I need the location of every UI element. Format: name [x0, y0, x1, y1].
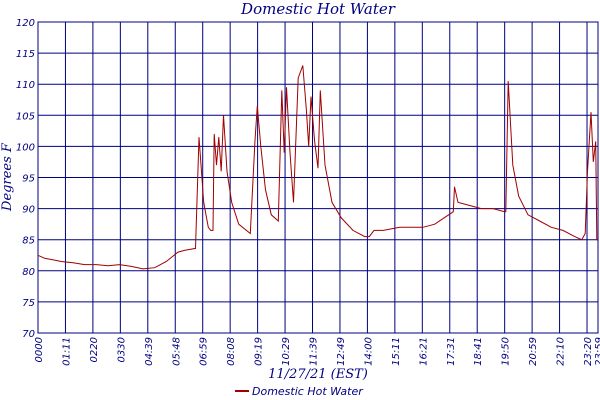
- x-tick-label: 0000: [34, 337, 45, 362]
- x-tick-label: 08:08: [226, 337, 237, 366]
- x-tick-label: 19:50: [501, 337, 512, 366]
- x-tick-label: 10:29: [281, 337, 292, 366]
- x-tick-label: 11:39: [309, 337, 320, 366]
- x-tick-label: 18:41: [473, 337, 484, 366]
- x-tick-label: 17:31: [446, 337, 457, 366]
- x-tick-label: 09:19: [254, 337, 265, 366]
- x-tick-label: 14:00: [363, 337, 374, 366]
- x-tick-label: 0330: [116, 337, 127, 362]
- x-tick-label: 04:39: [144, 337, 155, 366]
- legend: Domestic Hot Water: [235, 385, 364, 398]
- y-tick-label: 120: [16, 18, 35, 29]
- y-tick-label: 105: [16, 111, 35, 122]
- x-tick-label: 15:11: [391, 337, 402, 366]
- x-tick-label: 16:21: [418, 337, 429, 366]
- x-tick-label: 0220: [89, 337, 100, 362]
- y-tick-label: 70: [22, 329, 35, 340]
- x-tick-labels: 0000 01:11 0220 0330 04:39 05:48 06:59 08:08 09:…: [34, 337, 600, 366]
- x-tick-label: 12:49: [336, 337, 347, 366]
- x-tick-label: 06:59: [199, 337, 210, 366]
- y-tick-label: 100: [16, 142, 35, 153]
- x-tick-label: 20:59: [528, 337, 539, 366]
- y-tick-label: 85: [22, 236, 35, 247]
- x-tick-label: 23:59: [594, 337, 600, 366]
- y-tick-label: 90: [22, 205, 35, 216]
- legend-label: Domestic Hot Water: [252, 385, 364, 398]
- x-tick-label: 23:20: [583, 337, 594, 366]
- y-axis-label: Degrees F: [0, 142, 15, 212]
- y-tick-label: 75: [22, 298, 35, 309]
- x-tick-label: 22:10: [556, 337, 567, 366]
- x-tick-label: 05:48: [171, 337, 182, 366]
- x-axis-label: 11/27/21 (EST): [268, 367, 368, 382]
- y-tick-label: 80: [22, 267, 35, 278]
- x-tick-label: 01:11: [61, 337, 72, 366]
- grid-lines: [37, 21, 599, 334]
- y-tick-label: 110: [16, 80, 35, 91]
- series-line-domestic-hot-water: [37, 65, 598, 270]
- chart-title: Domestic Hot Water: [240, 0, 396, 18]
- y-tick-labels: 70 75 80 85 90 95 100 105 110 115 120: [16, 18, 35, 340]
- y-tick-label: 115: [16, 49, 35, 60]
- y-tick-label: 95: [22, 174, 35, 185]
